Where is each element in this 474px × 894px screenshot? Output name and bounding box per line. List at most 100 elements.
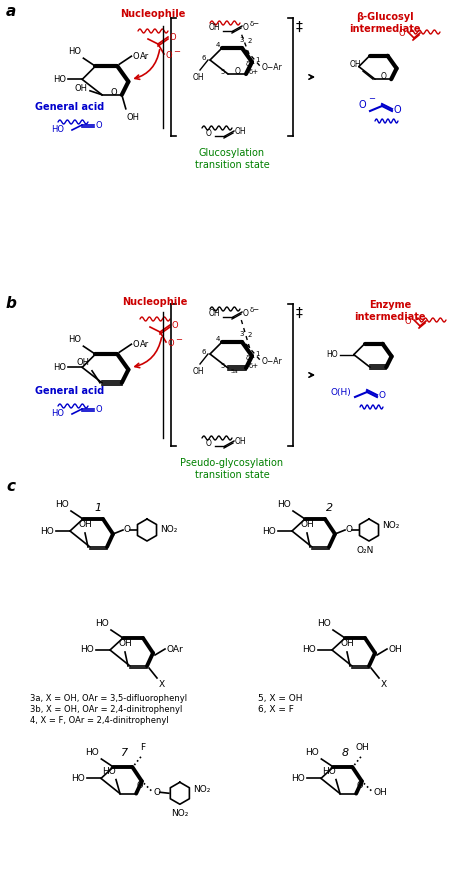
Text: O: O — [124, 526, 131, 535]
Text: O: O — [172, 322, 179, 331]
Text: 1: 1 — [255, 351, 259, 357]
Text: 5a: 5a — [231, 369, 239, 374]
Text: O: O — [170, 33, 177, 43]
Text: Pseudo-glycosylation
transition state: Pseudo-glycosylation transition state — [181, 458, 283, 479]
Text: OAr: OAr — [167, 645, 184, 654]
Text: HO: HO — [53, 75, 66, 84]
Text: HO: HO — [68, 335, 82, 344]
Text: HO: HO — [80, 645, 94, 654]
Text: 3b, X = OH, OAr = 2,4-dinitrophenyl: 3b, X = OH, OAr = 2,4-dinitrophenyl — [30, 705, 182, 714]
Text: O: O — [206, 438, 212, 448]
Text: 4: 4 — [216, 336, 220, 342]
Text: Nucleophile: Nucleophile — [120, 9, 186, 19]
Text: OH: OH — [77, 358, 90, 367]
Text: −: − — [173, 47, 180, 56]
Text: O: O — [379, 392, 386, 401]
Text: 1: 1 — [94, 503, 101, 513]
Text: 6: 6 — [201, 55, 206, 61]
Text: O(H): O(H) — [331, 387, 351, 397]
Text: c: c — [6, 479, 15, 494]
Text: O: O — [358, 100, 366, 110]
Text: HO: HO — [68, 47, 82, 56]
Text: −: − — [175, 335, 182, 344]
Text: HO: HO — [86, 748, 100, 757]
Text: HO: HO — [302, 645, 316, 654]
Text: 3: 3 — [240, 37, 244, 43]
Text: NO₂: NO₂ — [382, 520, 400, 529]
Text: OH: OH — [118, 639, 132, 648]
Text: ‡: ‡ — [296, 20, 303, 34]
Text: Ar: Ar — [140, 340, 150, 349]
Text: 6: 6 — [201, 349, 206, 355]
Text: HO: HO — [51, 409, 64, 418]
Text: O: O — [132, 52, 139, 61]
Text: OH: OH — [349, 60, 361, 69]
Text: 3: 3 — [240, 331, 244, 337]
Text: HO: HO — [51, 125, 64, 134]
Text: HO: HO — [291, 774, 305, 783]
Text: 4, X = F, OAr = 2,4-dinitrophenyl: 4, X = F, OAr = 2,4-dinitrophenyl — [30, 716, 169, 725]
Text: O: O — [357, 781, 363, 790]
Text: OH: OH — [192, 367, 204, 376]
Text: 4: 4 — [216, 42, 220, 48]
Text: 5: 5 — [220, 363, 225, 369]
Text: O: O — [235, 66, 241, 75]
Text: OH: OH — [209, 309, 220, 318]
Text: X: X — [381, 680, 387, 689]
Text: δ−: δ− — [246, 355, 256, 361]
Text: O: O — [380, 72, 386, 80]
Text: NO₂: NO₂ — [193, 785, 210, 794]
Text: 1: 1 — [255, 57, 259, 63]
Text: General acid: General acid — [36, 386, 105, 396]
Text: NO₂: NO₂ — [160, 526, 177, 535]
Text: O: O — [243, 308, 249, 317]
Text: O: O — [132, 340, 139, 349]
Text: HO: HO — [326, 350, 338, 359]
Text: 5: 5 — [220, 69, 225, 75]
Text: O: O — [168, 339, 174, 348]
Text: Enzyme
intermediate: Enzyme intermediate — [354, 300, 426, 322]
Text: HO: HO — [55, 500, 69, 509]
Text: OH: OH — [235, 437, 246, 446]
Text: OH: OH — [340, 639, 354, 648]
Text: O: O — [166, 50, 173, 60]
Text: O: O — [243, 22, 249, 31]
Text: O₂N: O₂N — [356, 546, 374, 555]
Text: δ−: δ− — [246, 61, 256, 67]
Text: 5, X = OH: 5, X = OH — [258, 694, 302, 703]
Text: β-Glucosyl
intermediate: β-Glucosyl intermediate — [349, 12, 421, 34]
Text: 2: 2 — [248, 38, 252, 44]
Text: O−Ar: O−Ar — [262, 358, 283, 367]
Text: OH: OH — [78, 520, 92, 529]
Text: δ−: δ− — [250, 21, 260, 27]
Text: b: b — [6, 296, 17, 311]
Text: OH: OH — [374, 788, 388, 797]
Text: OH: OH — [235, 128, 246, 137]
Text: 2: 2 — [327, 503, 334, 513]
Text: 3a, X = OH, OAr = 3,5-difluorophenyl: 3a, X = OH, OAr = 3,5-difluorophenyl — [30, 694, 187, 703]
Text: O: O — [137, 781, 143, 790]
Text: HO: HO — [71, 774, 85, 783]
Text: HO: HO — [262, 527, 276, 536]
Text: 7: 7 — [121, 748, 128, 758]
Text: OH: OH — [192, 73, 204, 82]
Text: O−Ar: O−Ar — [262, 63, 283, 72]
Text: O: O — [96, 122, 103, 131]
Text: a: a — [6, 4, 16, 19]
Text: NO₂: NO₂ — [171, 809, 189, 818]
Text: ‡: ‡ — [296, 306, 303, 320]
Text: HO: HO — [95, 619, 109, 628]
Text: 2: 2 — [248, 332, 252, 338]
Text: HO: HO — [322, 766, 336, 776]
Text: F: F — [140, 743, 145, 752]
Text: Ar: Ar — [140, 52, 150, 61]
Text: Glucosylation
transition state: Glucosylation transition state — [195, 148, 269, 170]
Text: O: O — [394, 105, 401, 115]
Text: OH: OH — [389, 645, 403, 654]
Text: Nucleophile: Nucleophile — [122, 297, 188, 307]
Text: O: O — [398, 29, 405, 38]
Text: OH: OH — [356, 743, 369, 752]
Text: O: O — [404, 316, 411, 325]
Text: δ+: δ+ — [249, 363, 259, 369]
Text: HO: HO — [53, 363, 66, 372]
